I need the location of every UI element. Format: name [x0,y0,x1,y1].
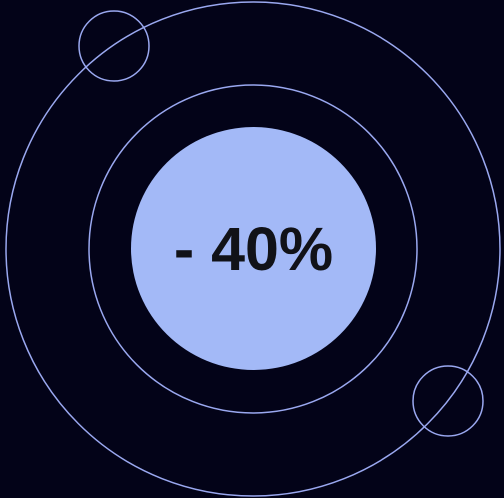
inner-orbit-ring [88,84,418,414]
outer-orbit-ring [5,1,501,497]
bottom-right-satellite-circle [412,365,484,437]
discount-label: - 40% [173,214,334,283]
top-left-satellite-circle [78,10,150,82]
discount-badge: - 40% [131,127,376,370]
